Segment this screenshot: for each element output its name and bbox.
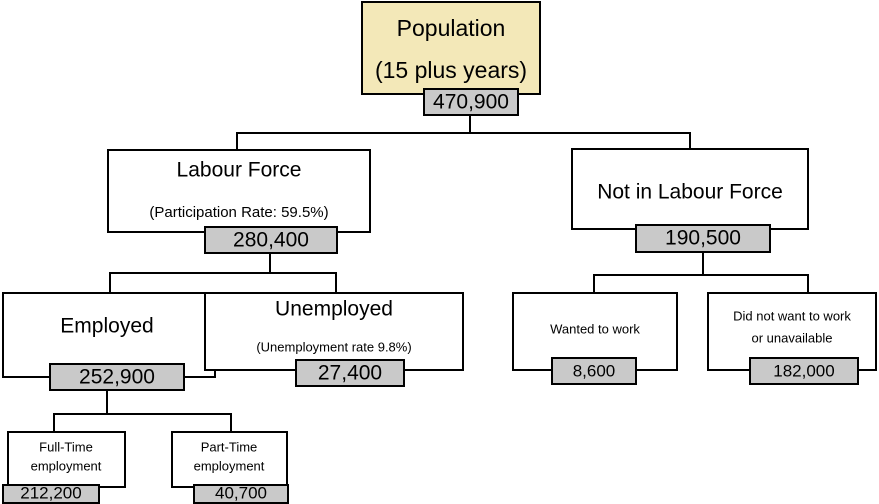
node-label: Not in Labour Force <box>597 181 783 204</box>
connector <box>593 252 809 293</box>
node-value: 280,400 <box>233 229 309 252</box>
node-value: 40,700 <box>215 483 267 502</box>
value-box <box>295 359 405 387</box>
connector <box>53 390 232 432</box>
value-box <box>49 363 185 391</box>
node-label: employment <box>194 458 265 473</box>
node-label: Full-Time <box>39 439 93 454</box>
node-value: 470,900 <box>433 91 509 114</box>
node-value: 27,400 <box>318 362 382 385</box>
node-value: 182,000 <box>773 361 834 380</box>
node-label: Did not want to work <box>733 308 851 323</box>
node-value: 252,900 <box>79 366 155 389</box>
value-box <box>204 226 338 254</box>
value-box <box>423 88 519 116</box>
node-label: (15 plus years) <box>375 57 527 83</box>
connector <box>236 115 691 150</box>
value-box <box>551 357 637 385</box>
node-label: employment <box>31 458 102 473</box>
node-label: (Unemployment rate 9.8%) <box>256 339 411 354</box>
node-label: Wanted to work <box>550 321 640 336</box>
value-box <box>2 484 100 504</box>
node-label: Population <box>397 15 506 41</box>
node-box <box>171 431 288 488</box>
node-box <box>107 149 371 233</box>
node-label: (Participation Rate: 59.5%) <box>149 204 328 221</box>
connector <box>109 253 337 293</box>
value-box <box>749 357 859 385</box>
node-box <box>361 1 541 95</box>
value-box <box>635 224 771 253</box>
node-value: 8,600 <box>573 361 616 380</box>
node-label: Employed <box>60 315 153 338</box>
node-label: Labour Force <box>177 159 302 182</box>
node-value: 190,500 <box>665 227 741 250</box>
node-label: Part-Time <box>201 439 258 454</box>
node-label: or unavailable <box>752 330 833 345</box>
value-box <box>193 484 289 504</box>
node-value: 212,200 <box>20 483 81 502</box>
node-label: Unemployed <box>275 298 393 321</box>
